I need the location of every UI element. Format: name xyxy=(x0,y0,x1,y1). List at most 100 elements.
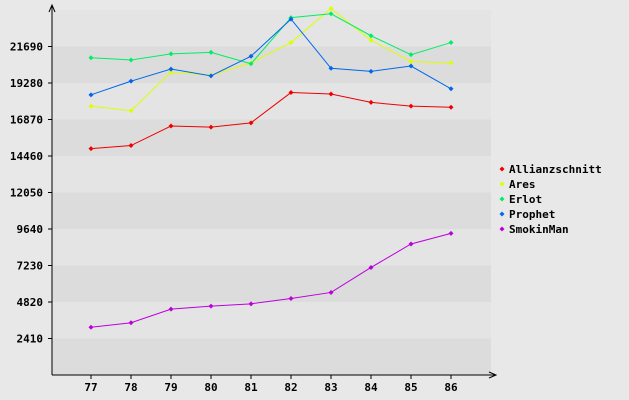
grid-band xyxy=(52,119,491,156)
data-point-smokinman xyxy=(208,303,214,309)
x-tick-label: 79 xyxy=(164,381,177,394)
data-point-smokinman xyxy=(408,241,414,247)
legend-label-allianzschnitt: Allianzschnitt xyxy=(509,163,602,176)
x-tick-label: 78 xyxy=(124,381,137,394)
data-point-erlot xyxy=(328,11,334,17)
x-axis-ticks: 77 78 79 80 81 82 83 84 85 86 xyxy=(84,375,458,394)
series-line-ares xyxy=(90,7,452,112)
legend-label-ares: Ares xyxy=(509,178,536,191)
data-point-erlot xyxy=(448,40,454,46)
x-tick-label: 81 xyxy=(244,381,258,394)
data-point-erlot xyxy=(128,57,134,63)
data-point-smokinman xyxy=(328,289,334,295)
data-point-erlot xyxy=(368,33,374,39)
x-tick-label: 86 xyxy=(444,381,458,394)
data-point-ares xyxy=(368,37,374,43)
series-line-allianzschnitt xyxy=(90,92,452,150)
data-point-prophet xyxy=(128,78,134,84)
legend-label-prophet: Prophet xyxy=(509,208,555,221)
legend-label-smokinman: SmokinMan xyxy=(509,223,569,236)
data-point-ares xyxy=(448,60,454,66)
x-tick-label: 84 xyxy=(364,381,378,394)
grid-band xyxy=(52,156,491,193)
y-tick-label: 9640 xyxy=(17,223,44,236)
data-point-allianzschnitt xyxy=(248,120,254,126)
data-point-smokinman xyxy=(248,301,254,307)
data-point-ares xyxy=(288,40,294,46)
data-point-ares xyxy=(88,103,94,109)
y-axis-arrow xyxy=(48,3,56,13)
x-axis-arrow xyxy=(488,371,498,379)
y-axis-ticks: 2410 4820 7230 9640 12050 14460 16870 19280 2169… xyxy=(10,41,52,346)
y-tick-label: 4820 xyxy=(17,296,44,309)
legend-marker-prophet xyxy=(499,211,505,217)
legend-marker-ares xyxy=(499,181,505,187)
x-tick-label: 85 xyxy=(404,381,417,394)
data-point-allianzschnitt xyxy=(168,123,174,129)
data-point-allianzschnitt xyxy=(368,99,374,105)
data-point-erlot xyxy=(408,52,414,58)
series-group xyxy=(88,5,454,330)
grid-band xyxy=(52,83,491,120)
grid-band xyxy=(52,192,491,229)
y-tick-label: 2410 xyxy=(17,333,44,346)
legend-marker-erlot xyxy=(499,196,505,202)
grid-band xyxy=(52,229,491,266)
x-tick-label: 82 xyxy=(284,381,297,394)
series-line-prophet xyxy=(90,18,452,96)
data-point-ares xyxy=(128,108,134,114)
data-point-erlot xyxy=(168,51,174,57)
y-tick-label: 21690 xyxy=(10,41,43,54)
data-point-allianzschnitt xyxy=(328,91,334,97)
data-point-erlot xyxy=(208,49,214,55)
x-tick-label: 77 xyxy=(84,381,97,394)
x-tick-label: 80 xyxy=(204,381,217,394)
data-point-smokinman xyxy=(448,230,454,236)
legend: Allianzschnitt Ares Erlot Prophet SmokinMan xyxy=(499,163,602,236)
legend-marker-smokinman xyxy=(499,226,505,232)
data-point-allianzschnitt xyxy=(88,146,94,152)
data-point-prophet xyxy=(288,16,294,22)
data-point-allianzschnitt xyxy=(408,103,414,109)
series-line-erlot xyxy=(90,13,452,65)
data-point-allianzschnitt xyxy=(288,90,294,96)
data-point-prophet xyxy=(88,92,94,98)
grid-band xyxy=(52,302,491,339)
data-point-smokinman xyxy=(288,296,294,302)
grid-band xyxy=(52,265,491,302)
y-tick-label: 14460 xyxy=(10,150,43,163)
axes xyxy=(48,3,498,379)
series-line-smokinman xyxy=(90,232,452,328)
data-point-ares xyxy=(408,58,414,64)
y-tick-label: 7230 xyxy=(17,260,44,273)
y-tick-label: 12050 xyxy=(10,187,43,200)
data-point-prophet xyxy=(248,53,254,59)
legend-marker-allianzschnitt xyxy=(499,166,505,172)
data-point-smokinman xyxy=(368,264,374,270)
data-point-allianzschnitt xyxy=(128,143,134,149)
y-tick-label: 16870 xyxy=(10,114,43,127)
data-point-allianzschnitt xyxy=(448,104,454,110)
data-point-prophet xyxy=(208,73,214,79)
data-point-smokinman xyxy=(168,306,174,312)
y-tick-label: 19280 xyxy=(10,77,43,90)
data-point-erlot xyxy=(248,61,254,67)
data-point-smokinman xyxy=(128,320,134,326)
data-point-prophet xyxy=(408,63,414,69)
grid-band xyxy=(52,338,491,375)
data-point-allianzschnitt xyxy=(208,124,214,130)
data-point-smokinman xyxy=(88,324,94,330)
legend-label-erlot: Erlot xyxy=(509,193,542,206)
data-point-prophet xyxy=(448,86,454,92)
data-point-ares xyxy=(168,69,174,75)
x-tick-label: 83 xyxy=(324,381,337,394)
grid-band xyxy=(52,10,491,47)
data-point-prophet xyxy=(168,66,174,72)
data-point-erlot xyxy=(88,55,94,61)
data-point-prophet xyxy=(328,65,334,71)
data-point-ares xyxy=(328,5,334,11)
grid-bands xyxy=(52,10,491,375)
data-point-prophet xyxy=(368,68,374,74)
